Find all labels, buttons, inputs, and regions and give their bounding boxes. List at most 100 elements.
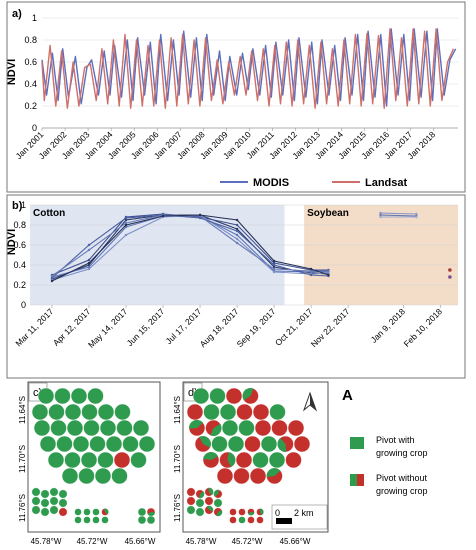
panel-b-region-soybean	[304, 205, 458, 305]
panel-a-ytick-label: 1	[32, 13, 37, 23]
panel-b-series-point	[235, 227, 239, 231]
map-xtick-label: 45.66°W	[125, 537, 156, 546]
panel-b-series-point	[327, 273, 330, 277]
map-c-label: c)	[33, 387, 42, 399]
panel-b-series-point	[235, 237, 239, 241]
pivot-with-crop	[269, 403, 286, 421]
pivot-partial-crop	[277, 438, 287, 453]
legend-label-with-crop-line2: growing crop	[376, 448, 428, 458]
pivot-without-crop	[216, 467, 234, 485]
pivot-partial-crop	[208, 487, 214, 496]
pivot-with-crop	[195, 498, 205, 508]
pivot-partial-crop	[188, 419, 204, 429]
pivot-with-crop	[33, 419, 51, 437]
pivot-with-crop	[101, 516, 109, 524]
map-panel-d: d) 11.64°S 11.70°S 11.76°S 45.78°W 45.72°W 45…	[173, 381, 329, 546]
pivot-with-crop	[39, 435, 57, 453]
pivot-with-crop	[203, 403, 220, 421]
panel-b-series-point	[124, 218, 128, 222]
panel-b-series-point	[235, 241, 239, 245]
panel-b-isolated-point	[448, 268, 452, 272]
pivot-with-crop	[252, 451, 269, 469]
pivot-with-crop	[66, 419, 84, 437]
legend-swatch-without-crop-red	[357, 474, 364, 486]
panel-a-legend-label: MODIS	[253, 177, 289, 189]
panel-b-series-point	[309, 269, 313, 273]
panel-b-series-point	[235, 218, 239, 222]
pivot-with-crop	[47, 451, 65, 469]
panel-b-xtick-label: Nov 22, 2017	[309, 306, 352, 349]
pivot-with-crop	[209, 387, 226, 405]
pivot-with-crop	[54, 387, 71, 405]
panel-a-ytick-label: 0.6	[24, 57, 37, 67]
panel-b-series-point	[50, 276, 54, 280]
panel-b-ytick-label: 0.6	[13, 240, 26, 250]
panel-b-series-point	[124, 223, 128, 227]
pivot-partial-crop	[206, 505, 214, 512]
panel-a-series-line-modis	[41, 28, 457, 107]
pivot-with-crop	[87, 387, 104, 405]
map-xtick-label: 45.72°W	[77, 537, 108, 546]
pivot-with-crop	[31, 505, 41, 515]
pivot-with-crop	[31, 403, 49, 421]
map-ytick-label: 11.76°S	[173, 494, 182, 522]
pivot-without-crop	[233, 467, 250, 485]
legend-label-without-crop-line2: growing crop	[376, 486, 428, 496]
pivot-with-crop	[78, 467, 95, 485]
pivot-with-crop	[97, 403, 115, 421]
panel-b-xtick-label: Jul 17, 2017	[164, 306, 204, 346]
panel-b-series-point	[87, 248, 91, 252]
panel-b-region-label: Cotton	[33, 208, 65, 219]
pivot-with-crop	[83, 508, 91, 516]
panel-b-series-point	[124, 221, 128, 225]
pivot-with-crop	[83, 516, 91, 524]
pivot-without-crop	[244, 435, 261, 453]
panel-b-series-point	[379, 215, 382, 219]
pivot-with-crop	[219, 403, 237, 421]
pivot-with-crop	[40, 489, 50, 499]
map-ytick-label: 11.70°S	[173, 445, 182, 473]
panel-b-series-point	[198, 213, 202, 217]
panel-b-series-point	[309, 267, 313, 271]
pivot-with-crop	[146, 515, 156, 525]
pivot-without-crop	[113, 451, 131, 469]
pivot-without-crop	[229, 508, 237, 516]
panel-b-region-cotton	[30, 205, 285, 305]
pivot-with-crop	[61, 467, 79, 485]
panel-b-series-point	[235, 223, 239, 227]
pivot-with-crop	[48, 403, 65, 421]
pivot-partial-crop	[260, 508, 264, 516]
panel-b-series-point	[379, 213, 382, 217]
pivot-partial-crop	[203, 451, 219, 460]
panel-a-ytick-label: 0	[32, 123, 37, 133]
north-arrow-icon	[302, 391, 318, 412]
pivot-without-crop	[271, 419, 288, 437]
panel-b-xtick-label: Mar 11, 2017	[13, 306, 55, 348]
panel-b-series-point	[124, 216, 128, 220]
panel-b-ndvi-crop-profiles: Cotton Soybean b) NDVI 0 0.2 0.4 0.6 0.8 1 Mar…	[6, 194, 466, 379]
pivot-with-crop	[211, 435, 228, 453]
pivot-with-crop	[99, 419, 117, 437]
panel-b-ytick-label: 0	[21, 300, 26, 310]
pivot-with-crop	[81, 403, 98, 421]
pivot-with-crop	[64, 403, 82, 421]
pivot-with-crop	[58, 489, 68, 499]
pivot-partial-crop	[247, 512, 255, 516]
pivot-without-crop	[186, 403, 204, 421]
panel-a-ytick-label: 0.2	[24, 101, 37, 111]
pivot-partial-crop	[227, 452, 236, 468]
panel-a-ylabel: NDVI	[6, 59, 18, 85]
pivot-with-crop	[83, 419, 100, 437]
pivot-with-crop	[97, 451, 114, 469]
pivot-without-crop	[236, 403, 253, 421]
legend-label-without-crop-line1: Pivot without	[376, 473, 428, 483]
panel-b-label: b)	[12, 200, 23, 212]
panel-b-series-point	[272, 263, 276, 267]
panel-b-series-point	[87, 243, 91, 247]
panel-b-isolated-point	[448, 275, 452, 279]
map-panel-c: c) 11.64°S 11.70°S 11.76°S 45.78°W 45.72°W 45…	[18, 381, 161, 546]
panel-b-series-point	[272, 265, 276, 269]
pivot-without-crop	[235, 451, 253, 469]
pivot-without-crop	[293, 435, 311, 453]
